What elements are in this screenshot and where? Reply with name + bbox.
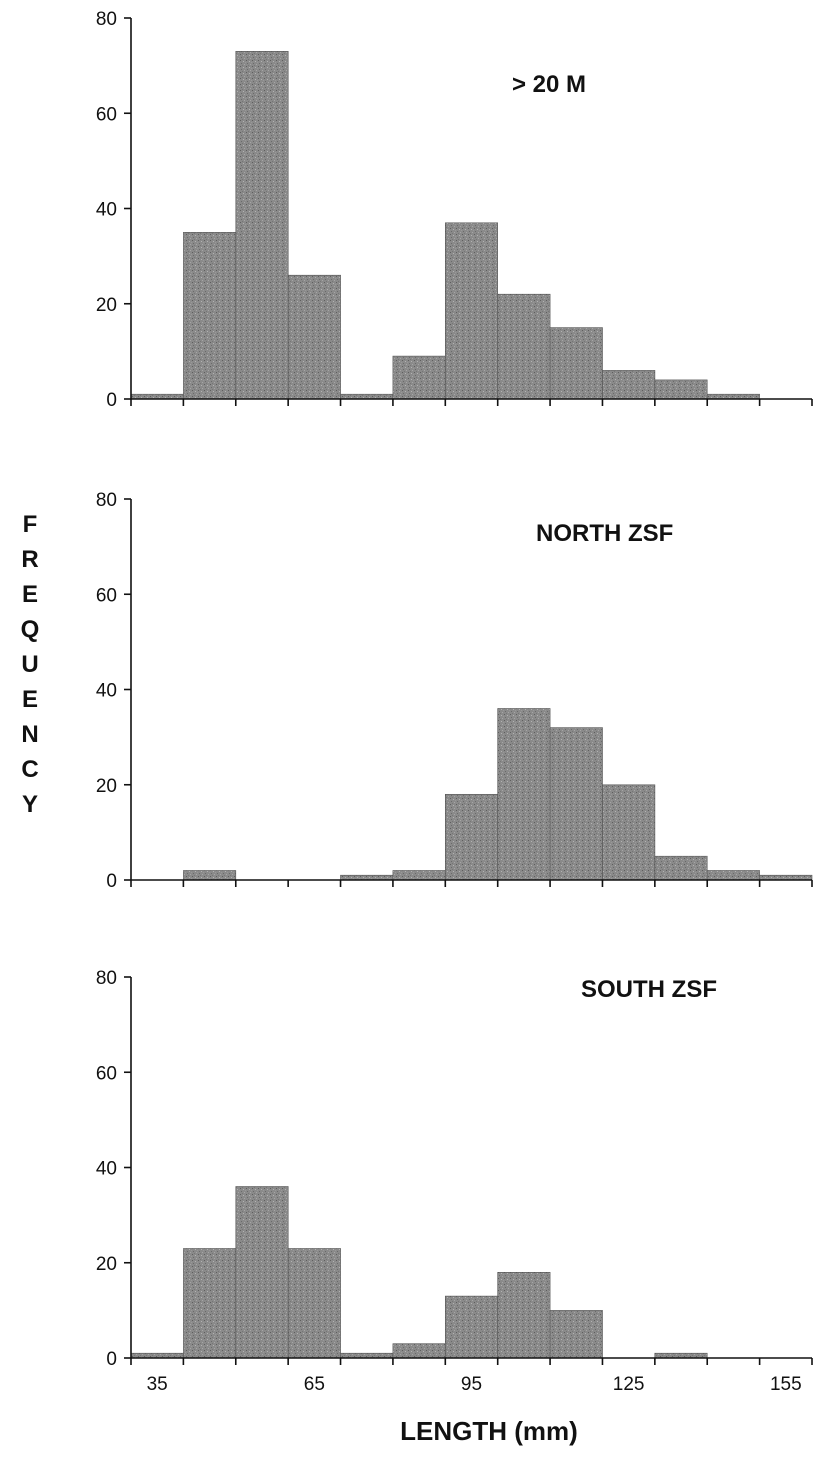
histogram-bar [287, 1248, 341, 1359]
y-axis-label-letter: Q [21, 616, 40, 643]
histogram-bar [235, 50, 289, 400]
histogram-bar [654, 379, 708, 400]
histogram-bar [706, 870, 760, 881]
histogram-bar [444, 793, 498, 881]
y-tick-label: 60 [96, 1063, 117, 1084]
x-axis-label: LENGTH (mm) [400, 1416, 578, 1446]
y-tick-label: 20 [96, 295, 117, 316]
panel-over-20m: > 20 M 0 20 40 60 80 [96, 9, 813, 411]
y-axis-label-letter: E [22, 686, 38, 713]
histogram-bar [497, 293, 551, 400]
y-tick-label: 0 [106, 1349, 117, 1370]
x-tick-label: 125 [613, 1374, 645, 1395]
histogram-bar [183, 870, 237, 881]
histogram-bar [183, 1248, 237, 1359]
histogram-bar [183, 232, 237, 400]
histogram-bar [287, 274, 341, 400]
y-axis-label-letter: E [22, 581, 38, 608]
panel-south-zsf: SOUTH ZSF 0 20 40 60 80 [96, 968, 813, 1370]
histogram-bar [549, 1310, 603, 1359]
y-axis-label-letter: U [21, 651, 38, 678]
histogram-bar [497, 708, 551, 881]
y-tick-label: 80 [96, 968, 117, 989]
histogram-bar [497, 1272, 551, 1359]
y-tick-label: 0 [106, 871, 117, 892]
histogram-bar [602, 370, 656, 400]
histogram-bar [235, 1186, 289, 1359]
x-tick-label: 65 [304, 1374, 325, 1395]
histogram-bar [392, 1343, 446, 1359]
histogram-bar [392, 870, 446, 881]
y-axis-label-letter: F [23, 511, 38, 538]
histogram-bar [654, 855, 708, 881]
x-tick-label: 155 [770, 1374, 802, 1395]
panel-title: SOUTH ZSF [581, 976, 717, 1003]
x-tick-labels: 35 65 95 125 155 [147, 1374, 802, 1395]
y-tick-label: 80 [96, 490, 117, 511]
panel-title: > 20 M [512, 71, 586, 98]
y-axis-label-letter: R [21, 546, 38, 573]
y-tick-label: 60 [96, 585, 117, 606]
y-tick-label: 80 [96, 9, 117, 30]
histogram-bar [392, 355, 446, 400]
y-tick-label: 20 [96, 1254, 117, 1275]
x-tick-label: 95 [461, 1374, 482, 1395]
x-tick-label: 35 [147, 1374, 168, 1395]
histogram-bar [444, 222, 498, 400]
histogram-bar [444, 1295, 498, 1359]
y-tick-label: 60 [96, 104, 117, 125]
histogram-bar [549, 727, 603, 881]
y-tick-label: 20 [96, 776, 117, 797]
panel-north-zsf: NORTH ZSF 0 20 40 60 80 [96, 490, 813, 892]
y-tick-label: 40 [96, 681, 117, 702]
histogram-bar [549, 327, 603, 400]
y-tick-label: 40 [96, 200, 117, 221]
panel-title: NORTH ZSF [536, 520, 673, 547]
y-axis-label-letter: C [21, 756, 38, 783]
y-axis-label-letter: N [21, 721, 38, 748]
y-axis-label-letter: Y [22, 791, 38, 818]
y-tick-label: 40 [96, 1159, 117, 1180]
histogram-bar [602, 784, 656, 881]
y-tick-label: 0 [106, 390, 117, 411]
